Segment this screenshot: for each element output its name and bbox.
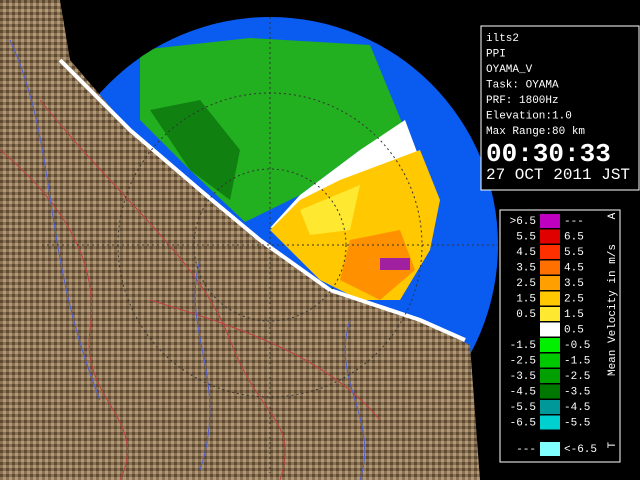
legend-swatch xyxy=(540,442,560,456)
legend-low: 0.5 xyxy=(516,309,536,321)
legend-high: 0.5 xyxy=(564,324,584,336)
map xyxy=(0,0,498,480)
legend-high: 5.5 xyxy=(564,247,584,259)
legend-title: Mean Velocity in m/s xyxy=(607,244,619,376)
legend-swatch xyxy=(540,369,560,383)
legend-top-mark: A xyxy=(607,212,619,219)
legend-low: 1.5 xyxy=(516,293,536,305)
legend-low: -3.5 xyxy=(510,371,536,383)
time: 00:30:33 xyxy=(486,139,611,169)
legend-low: 2.5 xyxy=(516,278,536,290)
legend-swatch xyxy=(540,353,560,368)
legend-swatch xyxy=(540,276,560,290)
legend-swatch xyxy=(540,260,560,275)
legend-high: -3.5 xyxy=(564,386,590,398)
info-line: Task: OYAMA xyxy=(486,79,559,91)
boundaries xyxy=(0,99,381,480)
info-line: OYAMA_V xyxy=(486,64,533,76)
legend-swatch xyxy=(540,291,560,306)
info-line: Elevation:1.0 xyxy=(486,110,572,122)
legend-high: -0.5 xyxy=(564,340,590,352)
rivers xyxy=(9,39,366,480)
legend-swatch xyxy=(540,415,560,430)
legend: Mean Velocity in m/s A T >6.5 --- 5.5 6.5 4.… xyxy=(510,212,619,456)
legend-low: >6.5 xyxy=(510,216,536,228)
legend-high: 2.5 xyxy=(564,293,584,305)
legend-high: -2.5 xyxy=(564,371,590,383)
range-rings xyxy=(42,17,498,473)
legend-low: 4.5 xyxy=(516,247,536,259)
legend-low: -5.5 xyxy=(510,402,536,414)
legend-high: 4.5 xyxy=(564,262,584,274)
info-line: Max Range:80 km xyxy=(486,126,585,138)
info-line: PPI xyxy=(486,48,506,60)
legend-swatch xyxy=(540,338,560,352)
coastline xyxy=(58,58,466,342)
legend-high: -4.5 xyxy=(564,402,590,414)
legend-high: 1.5 xyxy=(564,309,584,321)
legend-high: 6.5 xyxy=(564,231,584,243)
info-line: PRF: 1800Hz xyxy=(486,95,559,107)
legend-low: 3.5 xyxy=(516,262,536,274)
legend-low: -4.5 xyxy=(510,386,536,398)
legend-swatch xyxy=(540,229,560,244)
legend-high: -5.5 xyxy=(564,417,590,429)
legend-swatch xyxy=(540,307,560,321)
legend-swatch xyxy=(540,245,560,259)
legend-swatch xyxy=(540,384,560,399)
legend-low: -6.5 xyxy=(510,417,536,429)
legend-low: -1.5 xyxy=(510,340,536,352)
legend-swatch xyxy=(540,214,560,228)
legend-swatch xyxy=(540,400,560,414)
legend-high: -1.5 xyxy=(564,355,590,367)
legend-high: 3.5 xyxy=(564,278,584,290)
legend-low: 5.5 xyxy=(516,231,536,243)
info-panel xyxy=(480,25,640,191)
date: 27 OCT 2011 JST xyxy=(486,166,630,184)
info-line: ilts2 xyxy=(486,33,519,45)
legend-low: -2.5 xyxy=(510,355,536,367)
echoes xyxy=(140,38,440,300)
legend-swatch xyxy=(540,322,560,337)
legend-high: --- xyxy=(564,216,584,228)
info-text: 00:30:33 27 OCT 2011 JST ilts2 PPI OYAMA_V… xyxy=(486,33,630,184)
legend-low: --- xyxy=(516,444,536,456)
legend-high: <-6.5 xyxy=(564,444,597,456)
legend-bottom-mark: T xyxy=(607,441,619,448)
